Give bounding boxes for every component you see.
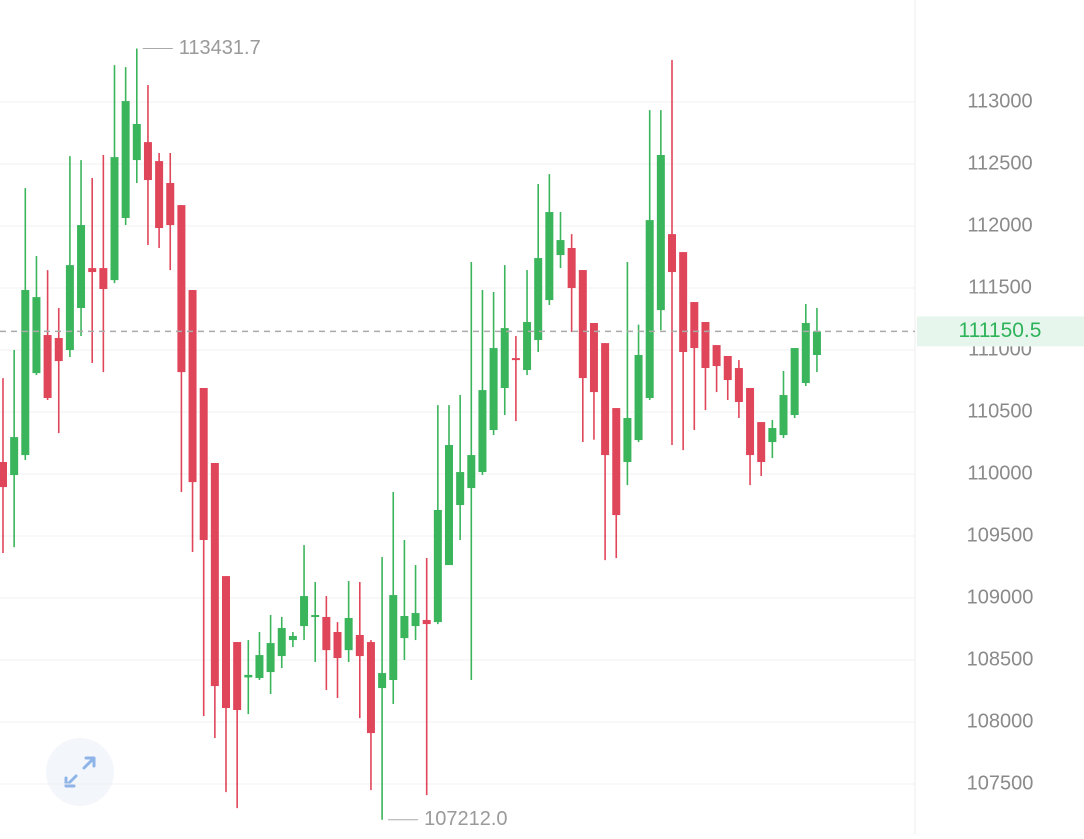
candle-body [54,338,63,362]
candle-body [690,302,699,349]
candle-body [110,157,119,281]
y-tick-label: 110500 [967,400,1032,422]
candle-body [166,183,175,226]
candle-body [132,123,141,161]
candle-body [188,290,197,483]
candle-body [668,234,676,273]
candle-body [757,422,766,463]
candle-body [366,642,375,734]
candle-body [333,632,342,659]
candle-body [467,455,476,489]
last-price-label: 111150.5 [959,319,1042,342]
candle-body [177,205,186,373]
candle-body [43,335,52,399]
candle-body [244,674,253,678]
candle-body [10,437,19,476]
candle-body [32,297,41,374]
candle-body [0,462,7,488]
candle-body [143,142,152,181]
y-tick-label: 113000 [967,90,1032,112]
candle-body [589,323,598,393]
y-tick-label: 112500 [967,152,1032,174]
y-tick-label: 110000 [967,462,1032,484]
candle-body [567,247,576,289]
candle-body [712,345,721,367]
candle-body [645,220,654,399]
candle-body [779,395,788,436]
candle-body [478,390,487,473]
candle-body [768,428,777,443]
candle-body [344,617,353,651]
candle-body [400,616,409,639]
candle-body [812,331,821,356]
candle-body [746,387,755,456]
candle-body [734,368,743,402]
candle-body [578,270,587,379]
expand-circle[interactable] [46,738,114,806]
y-tick-label: 112000 [967,214,1032,236]
candle-body [210,463,219,687]
candle-body [77,225,86,309]
candle-body [545,212,554,301]
max-label: 113431.7 [179,37,261,59]
y-tick-label: 107500 [967,772,1034,794]
candle-body [701,322,710,369]
candle-body [634,355,643,441]
min-label: 107212.0 [424,808,507,830]
y-tick-label: 108000 [967,710,1034,732]
candle-body [790,348,799,416]
candle-body [489,348,498,431]
candle-body [723,355,732,381]
candle-body [378,673,387,689]
candle-body [199,387,208,541]
candle-body [523,322,532,371]
candle-body [99,268,108,290]
candle-body [121,101,130,218]
candle-body [612,408,621,516]
candle-body [445,445,453,566]
last-price-box [917,316,1084,347]
expand-button[interactable] [46,738,114,806]
candle-body [534,258,543,340]
candle-body [255,655,264,679]
y-tick-label: 109500 [967,524,1034,546]
candle-body [601,343,610,456]
y-tick-label: 109000 [967,586,1034,608]
candle-body [277,628,286,657]
candle-body [355,634,364,657]
candle-body [233,642,242,711]
candle-body [322,617,331,651]
candle-body [656,154,665,311]
candle-body [801,323,810,384]
candle-body [155,161,164,229]
candle-body [556,240,565,256]
candle-body [511,358,520,361]
candle-body [623,417,632,463]
candle-body [222,576,230,709]
candle-body [65,265,74,351]
candle-body [456,472,465,506]
candle-body [679,252,688,353]
candle-body [389,595,398,680]
candle-body [266,643,275,673]
y-tick-label: 111500 [968,276,1032,298]
candle-body [311,615,320,618]
candle-body [433,509,442,623]
candle-body [422,619,431,625]
candle-body [500,328,509,388]
candle-body [300,596,309,627]
candle-body [21,290,30,456]
y-tick-label: 108500 [967,648,1034,670]
candle-body [88,268,97,273]
candle-body [411,613,420,627]
expand-icon[interactable] [64,756,96,788]
candle-body [288,635,297,641]
